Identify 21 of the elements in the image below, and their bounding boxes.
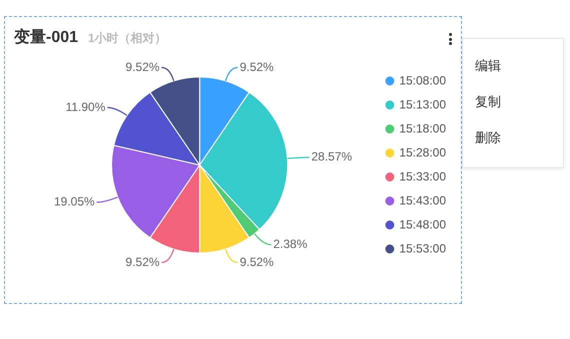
chart-subtitle: 1小时（相对） (88, 31, 167, 45)
data-label: 19.05% (54, 194, 96, 209)
data-label: 11.90% (66, 100, 106, 114)
legend-label: 15:48:00 (399, 217, 446, 232)
text: 删除 (475, 129, 501, 147)
text: 复制 (475, 93, 501, 111)
data-label: 9.52% (126, 254, 160, 269)
legend-label: 15:08:00 (399, 73, 446, 88)
text: 编辑 (475, 57, 501, 75)
legend-label: 15:43:00 (399, 193, 446, 208)
legend-label: 15:13:00 (399, 97, 446, 112)
data-label: 9.52% (240, 60, 274, 74)
legend-label: 15:28:00 (399, 145, 446, 160)
data-label: 28.57% (311, 150, 352, 164)
data-label: 9.52% (126, 60, 160, 74)
data-label: 9.52% (240, 254, 274, 269)
legend-label: 15:53:00 (399, 241, 446, 256)
data-label: 2.38% (273, 237, 308, 252)
legend-label: 15:18:00 (399, 121, 446, 136)
chart-title: 变量-001 (14, 29, 78, 46)
legend-label: 15:33:00 (399, 169, 446, 184)
